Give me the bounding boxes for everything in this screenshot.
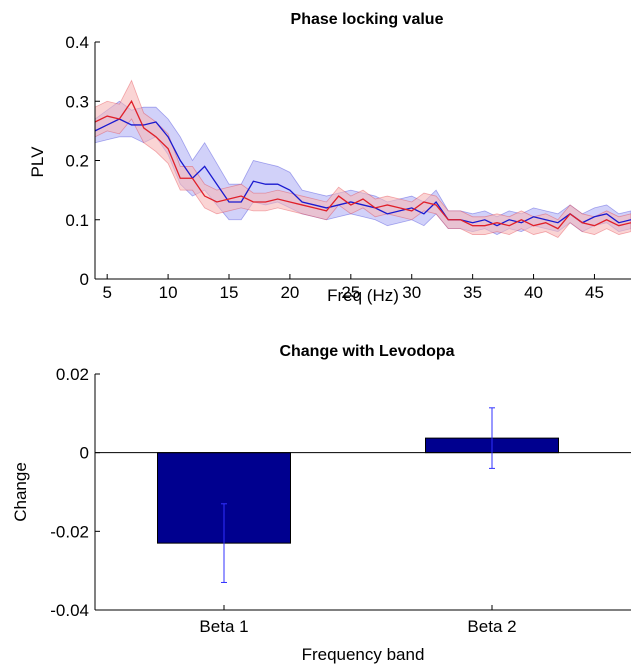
plv-x-tick-label: 10 [159,283,178,302]
bar-marks [95,407,631,583]
plv-x-tick-label: 5 [102,283,111,302]
plv-x-tick-label: 30 [402,283,421,302]
levodopa-bar-chart: Change with Levodopa -0.04 -0.02 0 0.02 Beta… [11,343,631,664]
plv-x-tick-label: 35 [463,283,482,302]
plv-y-tick-label: 0.4 [65,33,89,52]
bar-axes: -0.04 -0.02 0 0.02 Beta 1 Beta 2 [50,365,631,636]
plv-series-lines [94,99,631,230]
plv-axes: 0 0.1 0.2 0.3 0.4 5 10 15 20 25 30 35 40 45 [65,33,631,302]
bar-y-tick-label: 0 [80,444,89,463]
bar-x-tick-label: Beta 2 [467,617,516,636]
plv-y-tick-label: 0 [80,270,89,289]
plv-x-tick-label: 25 [341,283,360,302]
bar-x-tick-label: Beta 1 [199,617,248,636]
bar-y-axis-label: Change [11,462,30,522]
plv-line-chart: Phase locking value 0 0.1 0.2 0.3 0.4 5 10 15 20… [28,11,631,305]
plv-x-axis-label: Freq (Hz) [327,286,399,305]
plv-x-tick-label: 45 [585,283,604,302]
bar-x-axis-label: Frequency band [302,645,425,664]
bar-y-tick-label: -0.04 [50,601,89,620]
plv-chart-title: Phase locking value [291,11,444,28]
plv-x-tick-label: 15 [220,283,239,302]
bar-y-tick-label: 0.02 [56,365,89,384]
red-confidence-band [94,79,631,239]
plv-y-tick-label: 0.2 [65,152,89,171]
red-series-line [94,99,631,230]
bar-y-tick-label: -0.02 [50,522,89,541]
plv-x-tick-label: 40 [524,283,543,302]
plv-y-axis-label: PLV [28,146,47,178]
plv-y-tick-label: 0.1 [65,211,89,230]
plv-x-tick-label: 20 [280,283,299,302]
bar-chart-title: Change with Levodopa [279,343,454,360]
blue-series-line [94,118,631,227]
plv-y-tick-label: 0.3 [65,92,89,111]
plv-confidence-bands [94,79,631,239]
